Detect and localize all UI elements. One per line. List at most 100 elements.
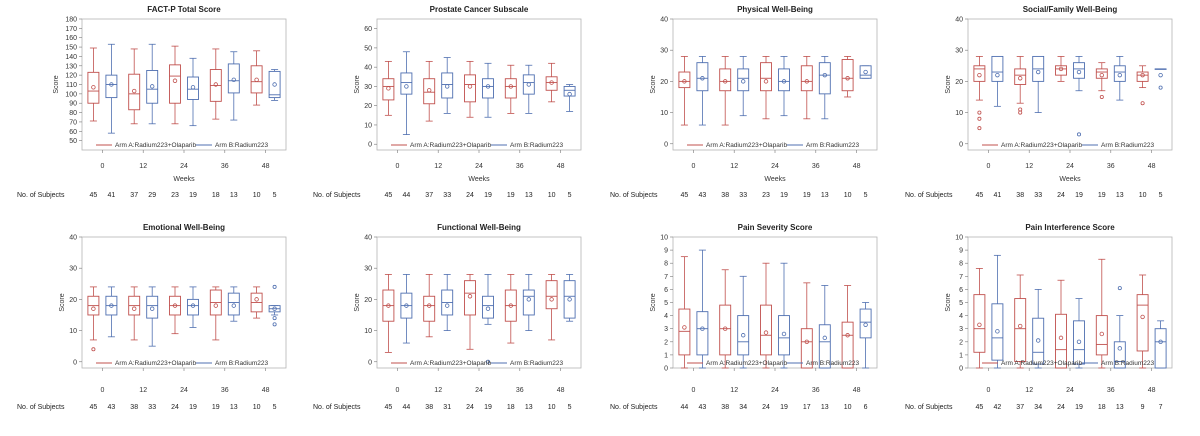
outlier-point: [1077, 132, 1082, 137]
mean-marker: [213, 303, 218, 308]
box-arm-b-week-36: [227, 51, 240, 121]
subject-count: 19: [484, 404, 492, 411]
iqr-box: [818, 62, 831, 95]
iqr-box: [973, 294, 986, 353]
subjects-row-label: No. of Subjects: [610, 192, 658, 199]
y-tick-label: 10: [364, 122, 372, 129]
box-arm-b-week-0: [105, 43, 118, 134]
iqr-box: [1113, 341, 1126, 369]
iqr-box: [800, 65, 813, 92]
box-arm-a-week-24: [169, 286, 181, 335]
box-arm-a-week-48: [545, 274, 558, 341]
mean-marker: [213, 82, 218, 87]
y-tick-label: 0: [959, 141, 963, 148]
subject-count: 44: [403, 404, 411, 411]
x-tick-label: 48: [853, 163, 861, 170]
subject-count: 19: [189, 404, 197, 411]
x-tick-label: 36: [516, 163, 524, 170]
box-arm-a-week-12: [1014, 274, 1027, 369]
mean-marker: [1035, 69, 1041, 75]
chart-title: Emotional Well-Being: [143, 223, 225, 232]
x-tick-label: 48: [557, 163, 565, 170]
y-tick-label: 70: [69, 119, 77, 126]
mean-marker: [91, 306, 96, 311]
mean-marker: [804, 339, 809, 344]
subject-count: 43: [108, 404, 116, 411]
subject-count: 38: [721, 192, 729, 199]
subject-count: 41: [108, 192, 116, 199]
x-tick-label: 36: [221, 163, 229, 170]
mean-marker: [781, 331, 787, 337]
y-tick-label: 10: [364, 328, 372, 335]
mean-marker: [109, 303, 114, 308]
mean-marker: [567, 297, 572, 302]
iqr-box: [522, 289, 535, 316]
box-arm-a-week-24: [760, 262, 772, 369]
x-tick-label: 0: [395, 163, 399, 170]
box-arm-b-week-36: [818, 285, 831, 369]
subject-count: 10: [548, 192, 556, 199]
mean-marker: [1117, 346, 1122, 351]
x-tick-label: 36: [812, 387, 820, 394]
subject-count: 18: [212, 192, 220, 199]
iqr-box: [760, 62, 772, 92]
box-arm-b-week-48: [1154, 320, 1167, 369]
x-tick-label: 12: [1025, 163, 1033, 170]
outlier-point: [272, 322, 277, 327]
x-tick-label: 0: [986, 387, 990, 394]
subject-count: 6: [864, 404, 868, 411]
mean-marker: [763, 79, 769, 84]
subject-count: 38: [130, 404, 138, 411]
iqr-box: [696, 311, 709, 356]
mean-marker: [845, 333, 850, 338]
subject-count: 10: [253, 192, 261, 199]
iqr-box: [522, 74, 535, 95]
y-tick-label: 0: [664, 366, 668, 373]
y-tick-label: 130: [65, 63, 77, 70]
x-tick-label: 48: [262, 163, 270, 170]
mean-marker: [231, 303, 236, 308]
subject-count: 9: [1141, 404, 1145, 411]
outlier-point: [1158, 85, 1163, 90]
x-tick-label: 0: [691, 387, 695, 394]
x-tick-label: 0: [691, 163, 695, 170]
mean-marker: [977, 72, 982, 78]
y-tick-label: 50: [69, 138, 77, 145]
x-tick-label: 24: [771, 163, 779, 170]
y-tick-label: 10: [955, 110, 963, 117]
y-tick-label: 6: [664, 287, 668, 294]
box-arm-b-week-36: [522, 64, 535, 114]
iqr-box: [563, 85, 576, 97]
box-arm-a-week-12: [423, 274, 436, 338]
x-tick-label: 36: [1107, 387, 1115, 394]
box-arm-b-week-24: [778, 262, 790, 369]
mean-marker: [549, 80, 554, 85]
box-arm-a-week-48: [841, 285, 854, 369]
iqr-box: [250, 65, 263, 94]
x-tick-label: 24: [180, 387, 188, 394]
subject-count: 18: [507, 404, 515, 411]
x-axis-label: Weeks: [468, 176, 490, 183]
mean-marker: [1058, 335, 1064, 341]
box-arm-b-week-48: [563, 84, 576, 112]
chart-panel-1: FACT-P Total Score5060708090100110120130…: [17, 5, 287, 199]
legend: Arm A:Radium223+Olaparib Arm B:Radium223: [96, 360, 268, 367]
iqr-box: [400, 72, 413, 95]
mean-marker: [723, 326, 728, 331]
mean-marker: [682, 325, 687, 330]
subjects-row-label: No. of Subjects: [610, 404, 658, 411]
subject-count: 13: [230, 192, 238, 199]
mean-marker: [1099, 331, 1104, 337]
outlier-point: [977, 116, 982, 121]
box-arm-b-week-24: [778, 56, 790, 117]
y-tick-label: 120: [65, 73, 77, 80]
subject-count: 33: [739, 192, 747, 199]
x-tick-label: 12: [1025, 387, 1033, 394]
box-arm-a-week-0: [678, 56, 691, 126]
chart-panel-3: Physical Well-Being 0 10 20 30 40 Score 0 45 43 12…: [610, 5, 878, 199]
iqr-box: [818, 324, 831, 369]
y-tick-label: 6: [959, 287, 963, 294]
y-tick-label: 50: [364, 45, 372, 52]
subject-count: 19: [803, 192, 811, 199]
